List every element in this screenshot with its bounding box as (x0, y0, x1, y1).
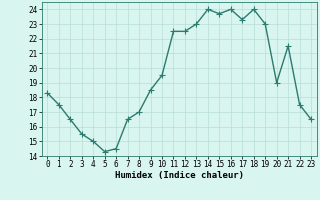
X-axis label: Humidex (Indice chaleur): Humidex (Indice chaleur) (115, 171, 244, 180)
